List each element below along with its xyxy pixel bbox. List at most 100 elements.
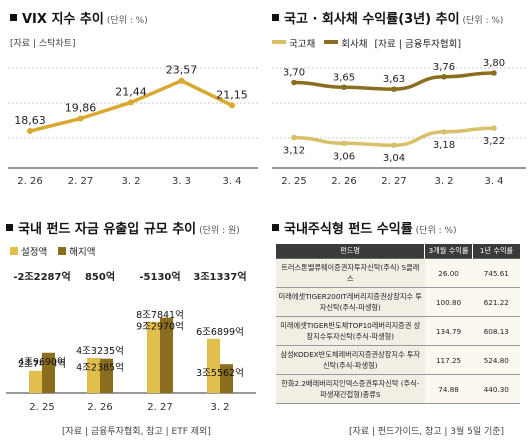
bond-x-tick-label: 3. 2 (434, 176, 453, 187)
flow-net-label: -2조2287억 (13, 271, 70, 283)
bond-x-tick-label: 2. 27 (381, 176, 406, 187)
vix-title-text: VIX 지수 추이 (22, 12, 104, 27)
flow-outflow-data-label: 3조5562억 (196, 367, 244, 379)
bond-corp-data-label: 3,70 (283, 68, 305, 79)
flow-net-label: 3조1337억 (193, 271, 246, 283)
bond-corp-data-label: 3,63 (383, 74, 405, 85)
table-row: 미래에셋TIGER반도체TOP10레버리지증권 상장지수투자신탁(주식-파생형)… (276, 316, 520, 346)
vix-data-label: 18,63 (14, 114, 46, 127)
bond-gov-point (341, 140, 347, 147)
return-3m-cell: 26.00 (424, 258, 473, 288)
title-bullet-icon (10, 14, 17, 21)
bond-gov-data-label: 3,18 (433, 140, 455, 151)
vix-x-tick-label: 2. 26 (17, 176, 42, 187)
bond-corp-data-label: 3,76 (433, 62, 455, 73)
bond-title-text: 국고 · 회사채 수익률(3년) 추이 (284, 12, 460, 27)
table-row: 미래에셋TIGER200IT레버리지증권상장지수 투자신탁(주식-파생형) 100… (276, 287, 520, 317)
bond-corp-data-label: 3,65 (333, 72, 355, 83)
vix-data-label: 21,44 (115, 85, 147, 98)
vix-unit: (단위 : %) (106, 16, 148, 26)
bond-corp-point (491, 70, 497, 76)
legend-label-outflow: 해지액 (69, 247, 96, 258)
flow-outflow-bar (100, 358, 113, 393)
flow-x-tick-label: 2. 26 (87, 402, 112, 413)
legend-swatch-inflow (10, 247, 18, 255)
vix-data-label: 19,86 (65, 102, 97, 115)
bond-corp-point (391, 86, 397, 92)
vix-x-tick-label: 3. 4 (222, 176, 241, 187)
return-1y-cell: 524.80 (472, 345, 520, 375)
bond-legend: 국고채 회사채 [자료 | 금융투자협회] (272, 36, 461, 50)
bond-unit: (단위 : %) (462, 16, 504, 26)
col-header-3m: 3개월 수익률 (424, 244, 473, 259)
flow-outflow-data-label: 9조2970억 (136, 321, 184, 333)
col-header-fund: 펀드명 (276, 244, 425, 259)
flow-outflow-bar (160, 317, 173, 393)
flow-outflow-bar (220, 364, 233, 393)
flow-bar-chart: -2조2287억2조7404억4조9690억2. 25850억4조3235억4조… (6, 271, 256, 413)
fund-name-cell: 삼성KODEX반도체레버리지증권상장지수 투자신탁(주식-파생형) (276, 345, 425, 375)
return-3m-cell: 134.79 (424, 316, 473, 346)
vix-x-tick-label: 2. 27 (68, 176, 93, 187)
fund-name-cell: 한화2.2배레버리지인덱스증권투자신탁 (주식-파생재간접형)종류S (276, 374, 425, 404)
vix-point (77, 115, 84, 122)
title-bullet-icon (6, 224, 13, 231)
bond-x-tick-label: 2. 25 (281, 176, 306, 187)
table-header-row: 펀드명 3개월 수익률 1년 수익률 (276, 244, 520, 259)
flow-source: [자료 | 금융투자협회, 참고 | ETF 제외] (62, 427, 211, 437)
return-1y-cell: 621.22 (472, 287, 520, 317)
table-row: 삼성KODEX반도체레버리지증권상장지수 투자신탁(주식-파생형) 117.25 5… (276, 345, 520, 375)
flow-outflow-data-label: 4조2385억 (76, 362, 124, 374)
vix-line-chart: 18,63 2. 26 19,86 2. 27 21,44 3. 2 23,57 3. 3 21… (8, 64, 258, 187)
bond-line-chart: 3,12 3,06 3,04 3,18 3,22 3,70 3,65 3,63 3,76 3,80… (272, 58, 526, 187)
table-row: 한화2.2배레버리지인덱스증권투자신탁 (주식-파생재간접형)종류S 74.88 4… (276, 374, 520, 404)
legend-swatch-outflow (58, 247, 67, 255)
legend-label-gov: 국고채 (289, 39, 316, 50)
bond-gov-point (391, 142, 397, 148)
bond-gov-data-label: 3,12 (283, 146, 305, 157)
bond-chart-title: 국고 · 회사채 수익률(3년) 추이 (단위 : %) (272, 8, 503, 27)
flow-outflow-bar (42, 352, 55, 393)
returns-table-title: 국내주식형 펀드 수익률 (단위 : %) (272, 218, 457, 237)
legend-label-inflow: 설정액 (21, 247, 48, 258)
flow-inflow-data-label: 4조3235억 (76, 345, 124, 357)
return-1y-cell: 608.13 (472, 316, 520, 346)
bond-source: [자료 | 금융투자협회] (374, 39, 462, 50)
vix-chart-title: VIX 지수 추이 (단위 : %) (10, 8, 148, 27)
returns-unit: (단위 : %) (415, 226, 457, 236)
legend-swatch-gov (272, 40, 286, 44)
flow-inflow-bar (147, 321, 160, 393)
fund-name-cell: 미래에셋TIGER200IT레버리지증권상장지수 투자신탁(주식-파생형) (276, 287, 425, 317)
flow-net-label: 850억 (85, 271, 115, 283)
flow-title-text: 국내 펀드 자금 유출입 규모 추이 (18, 222, 197, 237)
bond-corp-point (441, 74, 447, 80)
vix-x-tick-label: 3. 3 (172, 176, 191, 187)
flow-inflow-data-label: 6조6899억 (196, 326, 244, 338)
flow-x-tick-label: 3. 2 (210, 402, 229, 413)
flow-unit: (단위 : 원) (199, 226, 240, 236)
return-3m-cell: 117.25 (424, 345, 473, 375)
flow-net-label: -5130억 (139, 271, 180, 283)
vix-source: [자료 | 스탁차트] (10, 39, 76, 49)
bond-gov-data-label: 3,22 (483, 136, 505, 147)
vix-point (27, 128, 33, 135)
bond-corp-point (291, 79, 297, 86)
vix-point (178, 77, 185, 84)
bond-corp-data-label: 3,80 (483, 58, 505, 69)
returns-source: [자료 | 펀드가이드, 참고 | 3월 5일 기준] (349, 427, 505, 437)
vix-x-tick-label: 3. 2 (121, 176, 140, 187)
return-1y-cell: 440.30 (472, 374, 520, 404)
bond-gov-point (491, 125, 497, 131)
flow-legend: 설정액 해지액 (10, 244, 96, 258)
flow-x-tick-label: 2. 25 (29, 402, 54, 413)
return-3m-cell: 100.80 (424, 287, 473, 317)
flow-inflow-bar (29, 370, 42, 393)
flow-inflow-bar (87, 357, 100, 393)
fund-name-cell: 트러스톤밸류웨이증권자투자신탁(주식) S클래스 (276, 258, 425, 288)
vix-point (128, 99, 134, 106)
returns-title-text: 국내주식형 펀드 수익률 (284, 222, 413, 237)
legend-swatch-corp (324, 40, 339, 44)
col-header-1y: 1년 수익률 (472, 244, 520, 259)
legend-label-corp: 회사채 (341, 39, 368, 50)
vix-point (229, 102, 235, 109)
